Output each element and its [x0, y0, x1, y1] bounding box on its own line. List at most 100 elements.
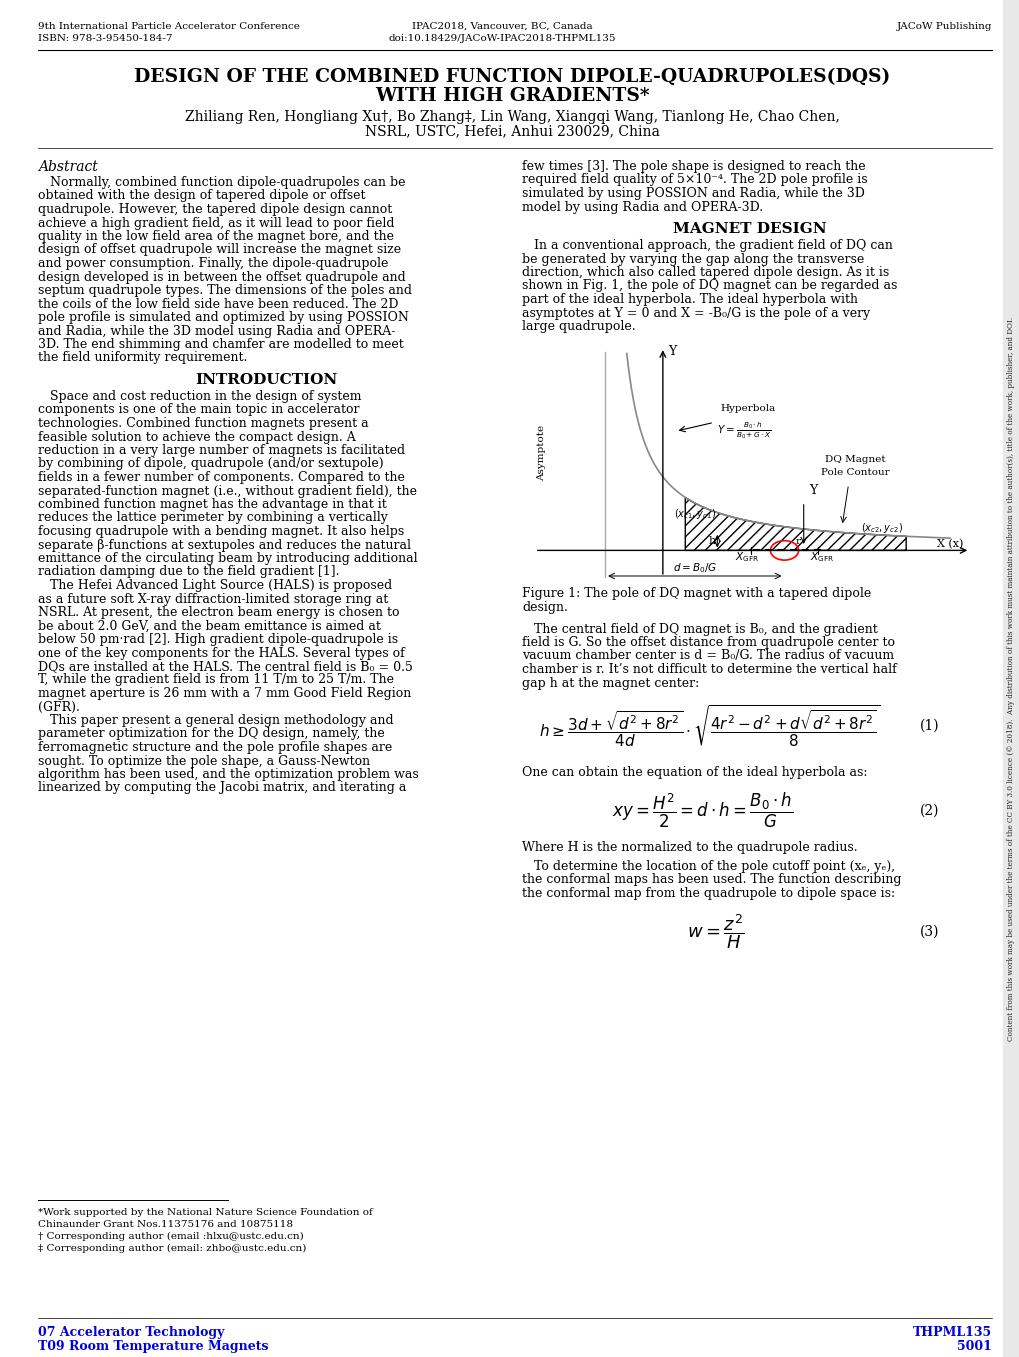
- Text: (2): (2): [919, 803, 938, 817]
- Text: chamber is r. It’s not difficult to determine the vertical half: chamber is r. It’s not difficult to dete…: [522, 664, 896, 676]
- Text: components is one of the main topic in accelerator: components is one of the main topic in a…: [38, 403, 359, 417]
- Text: h: h: [708, 536, 715, 546]
- Text: the conformal maps has been used. The function describing: the conformal maps has been used. The fu…: [522, 874, 901, 886]
- Text: DQs are installed at the HALS. The central field is B₀ = 0.5: DQs are installed at the HALS. The centr…: [38, 660, 413, 673]
- Text: (GFR).: (GFR).: [38, 700, 79, 714]
- Text: one of the key components for the HALS. Several types of: one of the key components for the HALS. …: [38, 646, 405, 660]
- Text: feasible solution to achieve the compact design. A: feasible solution to achieve the compact…: [38, 430, 356, 444]
- Text: algorithm has been used, and the optimization problem was: algorithm has been used, and the optimiz…: [38, 768, 419, 782]
- Text: doi:10.18429/JACoW-IPAC2018-THPML135: doi:10.18429/JACoW-IPAC2018-THPML135: [388, 34, 615, 43]
- Text: part of the ideal hyperbola. The ideal hyperbola with: part of the ideal hyperbola. The ideal h…: [522, 293, 857, 305]
- Text: To determine the location of the pole cutoff point (xₑ, yₑ),: To determine the location of the pole cu…: [522, 860, 895, 873]
- Text: IPAC2018, Vancouver, BC, Canada: IPAC2018, Vancouver, BC, Canada: [412, 22, 592, 31]
- Text: (1): (1): [918, 719, 938, 733]
- Text: and power consumption. Finally, the dipole-quadrupole: and power consumption. Finally, the dipo…: [38, 256, 388, 270]
- Text: $X_\mathrm{GFR}$: $X_\mathrm{GFR}$: [809, 550, 833, 565]
- Text: $(x_{c1}, y_{c1})$: $(x_{c1}, y_{c1})$: [674, 508, 715, 521]
- Text: the field uniformity requirement.: the field uniformity requirement.: [38, 351, 248, 365]
- Text: design developed is in between the offset quadrupole and: design developed is in between the offse…: [38, 270, 406, 284]
- Text: separate β-functions at sextupoles and reduces the natural: separate β-functions at sextupoles and r…: [38, 539, 411, 551]
- Text: Asymptote: Asymptote: [536, 425, 545, 482]
- Text: be about 2.0 GeV, and the beam emittance is aimed at: be about 2.0 GeV, and the beam emittance…: [38, 620, 380, 632]
- Text: Space and cost reduction in the design of system: Space and cost reduction in the design o…: [38, 389, 361, 403]
- Text: $d = B_0/G$: $d = B_0/G$: [672, 560, 716, 574]
- Text: gap h at the magnet center:: gap h at the magnet center:: [522, 677, 699, 689]
- Text: ‡ Corresponding author (email: zhbo@ustc.edu.cn): ‡ Corresponding author (email: zhbo@ustc…: [38, 1244, 306, 1253]
- Text: shown in Fig. 1, the pole of DQ magnet can be regarded as: shown in Fig. 1, the pole of DQ magnet c…: [522, 280, 897, 293]
- Text: Chinaunder Grant Nos.11375176 and 10875118: Chinaunder Grant Nos.11375176 and 108751…: [38, 1220, 292, 1229]
- Text: technologies. Combined function magnets present a: technologies. Combined function magnets …: [38, 417, 368, 430]
- Text: design of offset quadrupole will increase the magnet size: design of offset quadrupole will increas…: [38, 243, 400, 256]
- Text: $X_\mathrm{GFR}$: $X_\mathrm{GFR}$: [735, 550, 759, 565]
- Text: quadrupole. However, the tapered dipole design cannot: quadrupole. However, the tapered dipole …: [38, 204, 392, 216]
- Bar: [1002, 0, 1019, 1357]
- Text: Content from this work may be used under the terms of the CC BY 3.0 licence (© 2: Content from this work may be used under…: [1007, 316, 1015, 1041]
- Text: few times [3]. The pole shape is designed to reach the: few times [3]. The pole shape is designe…: [522, 160, 865, 172]
- Text: emittance of the circulating beam by introducing additional: emittance of the circulating beam by int…: [38, 552, 417, 565]
- Text: quality in the low field area of the magnet bore, and the: quality in the low field area of the mag…: [38, 229, 393, 243]
- Text: This paper present a general design methodology and: This paper present a general design meth…: [38, 714, 393, 727]
- Text: X (x): X (x): [936, 539, 963, 550]
- Text: reduction in a very large number of magnets is facilitated: reduction in a very large number of magn…: [38, 444, 405, 457]
- Text: asymptotes at Y = 0 and X = -B₀/G is the pole of a very: asymptotes at Y = 0 and X = -B₀/G is the…: [522, 307, 869, 319]
- Text: *Work supported by the National Nature Science Foundation of: *Work supported by the National Nature S…: [38, 1208, 372, 1217]
- Polygon shape: [685, 498, 905, 551]
- Text: ferromagnetic structure and the pole profile shapes are: ferromagnetic structure and the pole pro…: [38, 741, 392, 754]
- Text: $w = \dfrac{z^2}{H}$: $w = \dfrac{z^2}{H}$: [686, 912, 744, 951]
- Text: $(x_{c2}, y_{c2})$: $(x_{c2}, y_{c2})$: [860, 521, 903, 535]
- Text: parameter optimization for the DQ design, namely, the: parameter optimization for the DQ design…: [38, 727, 384, 741]
- Text: separated-function magnet (i.e., without gradient field), the: separated-function magnet (i.e., without…: [38, 484, 417, 498]
- Text: required field quality of 5×10⁻⁴. The 2D pole profile is: required field quality of 5×10⁻⁴. The 2D…: [522, 174, 867, 186]
- Text: magnet aperture is 26 mm with a 7 mm Good Field Region: magnet aperture is 26 mm with a 7 mm Goo…: [38, 687, 411, 700]
- Text: below 50 pm·rad [2]. High gradient dipole-quadrupole is: below 50 pm·rad [2]. High gradient dipol…: [38, 632, 397, 646]
- Text: $h \geq \dfrac{3d + \sqrt{d^2+8r^2}}{4d} \cdot \sqrt{\dfrac{4r^2 - d^2 + d\sqrt{: $h \geq \dfrac{3d + \sqrt{d^2+8r^2}}{4d}…: [539, 703, 880, 749]
- Text: septum quadrupole types. The dimensions of the poles and: septum quadrupole types. The dimensions …: [38, 284, 412, 297]
- Text: DQ Magnet: DQ Magnet: [823, 455, 884, 464]
- Text: vacuum chamber center is d = B₀/G. The radius of vacuum: vacuum chamber center is d = B₀/G. The r…: [522, 650, 894, 662]
- Text: linearized by computing the Jacobi matrix, and iterating a: linearized by computing the Jacobi matri…: [38, 782, 406, 794]
- Text: WITH HIGH GRADIENTS*: WITH HIGH GRADIENTS*: [374, 87, 649, 104]
- Text: ISBN: 978-3-95450-184-7: ISBN: 978-3-95450-184-7: [38, 34, 172, 43]
- Text: $xy = \dfrac{H^2}{2} = d \cdot h = \dfrac{B_0 \cdot h}{G}$: $xy = \dfrac{H^2}{2} = d \cdot h = \dfra…: [611, 791, 793, 830]
- Text: design.: design.: [522, 601, 568, 613]
- Text: Hyperbola: Hyperbola: [719, 404, 775, 414]
- Text: (3): (3): [919, 924, 938, 939]
- Text: sought. To optimize the pole shape, a Gauss-Newton: sought. To optimize the pole shape, a Ga…: [38, 754, 370, 768]
- Text: Where H is the normalized to the quadrupole radius.: Where H is the normalized to the quadrup…: [522, 841, 857, 855]
- Text: model by using Radia and OPERA-3D.: model by using Radia and OPERA-3D.: [522, 201, 762, 213]
- Text: The central field of DQ magnet is B₀, and the gradient: The central field of DQ magnet is B₀, an…: [522, 623, 877, 635]
- Text: NSRL. At present, the electron beam energy is chosen to: NSRL. At present, the electron beam ener…: [38, 607, 399, 619]
- Text: † Corresponding author (email :hlxu@ustc.edu.cn): † Corresponding author (email :hlxu@ustc…: [38, 1232, 304, 1242]
- Text: Figure 1: The pole of DQ magnet with a tapered dipole: Figure 1: The pole of DQ magnet with a t…: [522, 588, 870, 601]
- Text: 5001: 5001: [956, 1339, 991, 1353]
- Text: Normally, combined function dipole-quadrupoles can be: Normally, combined function dipole-quadr…: [38, 176, 406, 189]
- Text: 07 Accelerator Technology: 07 Accelerator Technology: [38, 1326, 224, 1339]
- Text: field is G. So the offset distance from quadrupole center to: field is G. So the offset distance from …: [522, 636, 894, 649]
- Text: obtained with the design of tapered dipole or offset: obtained with the design of tapered dipo…: [38, 190, 365, 202]
- Text: The Hefei Advanced Light Source (HALS) is proposed: The Hefei Advanced Light Source (HALS) i…: [38, 579, 392, 592]
- Text: be generated by varying the gap along the transverse: be generated by varying the gap along th…: [522, 252, 863, 266]
- Text: $Y=\frac{B_0\cdot h}{B_0+G\cdot X}$: $Y=\frac{B_0\cdot h}{B_0+G\cdot X}$: [716, 419, 770, 441]
- Text: NSRL, USTC, Hefei, Anhui 230029, China: NSRL, USTC, Hefei, Anhui 230029, China: [364, 123, 659, 138]
- Text: Y: Y: [667, 345, 676, 358]
- Text: T09 Room Temperature Magnets: T09 Room Temperature Magnets: [38, 1339, 268, 1353]
- Text: THPML135: THPML135: [912, 1326, 991, 1339]
- Text: as a future soft X-ray diffraction-limited storage ring at: as a future soft X-ray diffraction-limit…: [38, 593, 388, 605]
- Text: and Radia, while the 3D model using Radia and OPERA-: and Radia, while the 3D model using Radi…: [38, 324, 395, 338]
- Text: radiation damping due to the field gradient [1].: radiation damping due to the field gradi…: [38, 566, 339, 578]
- Text: 3D. The end shimming and chamfer are modelled to meet: 3D. The end shimming and chamfer are mod…: [38, 338, 404, 351]
- Text: the conformal map from the quadrupole to dipole space is:: the conformal map from the quadrupole to…: [522, 887, 895, 900]
- Text: Y: Y: [808, 484, 816, 498]
- Text: Pole Contour: Pole Contour: [820, 468, 889, 478]
- Text: pole profile is simulated and optimized by using POSSION: pole profile is simulated and optimized …: [38, 311, 409, 324]
- Text: One can obtain the equation of the ideal hyperbola as:: One can obtain the equation of the ideal…: [522, 765, 866, 779]
- Text: Zhiliang Ren, Hongliang Xu†, Bo Zhang‡, Lin Wang, Xiangqi Wang, Tianlong He, Cha: Zhiliang Ren, Hongliang Xu†, Bo Zhang‡, …: [184, 110, 839, 123]
- Text: 9th International Particle Accelerator Conference: 9th International Particle Accelerator C…: [38, 22, 300, 31]
- Text: by combining of dipole, quadrupole (and/or sextupole): by combining of dipole, quadrupole (and/…: [38, 457, 383, 471]
- Text: fields in a fewer number of components. Compared to the: fields in a fewer number of components. …: [38, 471, 405, 484]
- Text: Abstract: Abstract: [38, 160, 98, 174]
- Text: simulated by using POSSION and Radia, while the 3D: simulated by using POSSION and Radia, wh…: [522, 187, 864, 199]
- Text: direction, which also called tapered dipole design. As it is: direction, which also called tapered dip…: [522, 266, 889, 280]
- Text: combined function magnet has the advantage in that it: combined function magnet has the advanta…: [38, 498, 386, 512]
- Text: DESIGN OF THE COMBINED FUNCTION DIPOLE-QUADRUPOLES(DQS): DESIGN OF THE COMBINED FUNCTION DIPOLE-Q…: [133, 68, 890, 85]
